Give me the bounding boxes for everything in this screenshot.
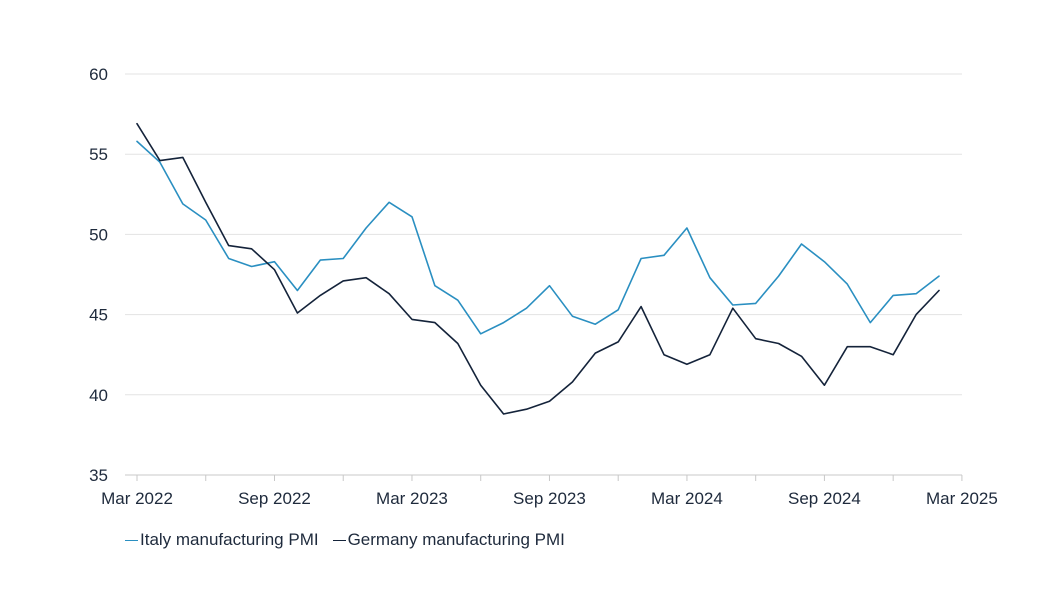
x-tick-label: Mar 2024 [651, 489, 723, 508]
x-axis [125, 474, 963, 481]
legend-item-germany: Germany manufacturing PMI [332, 530, 565, 550]
y-tick-label: 35 [89, 466, 108, 485]
y-tick-labels: 35 40 45 50 55 60 [89, 65, 108, 485]
series-lines [136, 122, 940, 415]
x-tick-label: Sep 2024 [788, 489, 861, 508]
legend-swatch-italy [125, 539, 138, 541]
legend-label-germany: Germany manufacturing PMI [347, 530, 565, 549]
x-tick-labels: Mar 2022 Sep 2022 Mar 2023 Sep 2023 Mar 2024… [101, 489, 998, 508]
legend-item-italy: Italy manufacturing PMI [125, 530, 319, 550]
gridlines [125, 73, 962, 396]
y-tick-label: 50 [89, 225, 108, 244]
legend: Italy manufacturing PMI Germany manufact… [125, 530, 579, 550]
x-tick-label: Sep 2023 [513, 489, 586, 508]
y-tick-label: 45 [89, 306, 108, 325]
legend-swatch-germany [332, 539, 346, 541]
x-tick-label: Mar 2023 [376, 489, 448, 508]
x-tick-label: Sep 2022 [238, 489, 311, 508]
series-line-germany [136, 122, 940, 415]
y-tick-label: 60 [89, 65, 108, 84]
y-tick-label: 55 [89, 145, 108, 164]
y-tick-label: 40 [89, 386, 108, 405]
legend-label-italy: Italy manufacturing PMI [140, 530, 319, 549]
series-line-italy [136, 140, 940, 335]
x-tick-label: Mar 2022 [101, 489, 173, 508]
x-tick-label: Mar 2025 [926, 489, 998, 508]
